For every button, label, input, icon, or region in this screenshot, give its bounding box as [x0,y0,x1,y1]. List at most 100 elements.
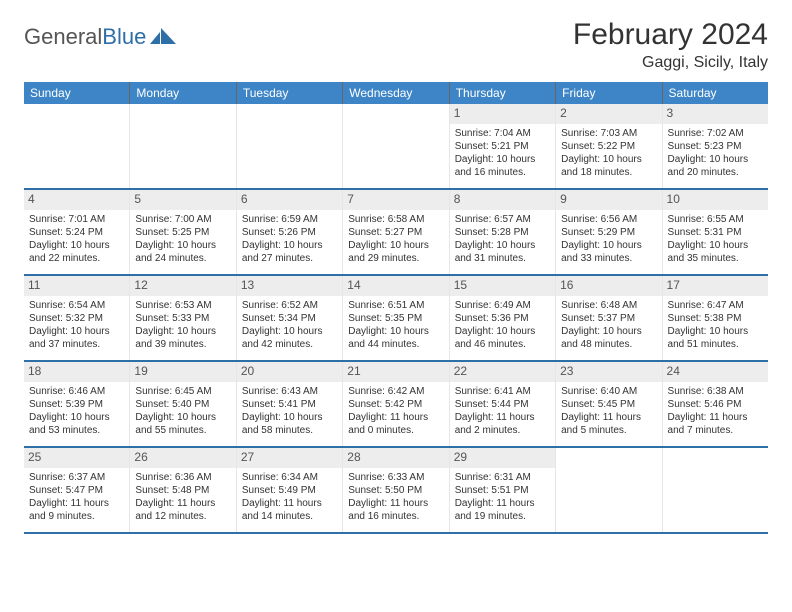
day-number: 9 [556,190,661,210]
day-number: 13 [237,276,342,296]
sunrise-line: Sunrise: 6:40 AM [561,385,656,398]
day-number: 17 [663,276,768,296]
day-number: 23 [556,362,661,382]
calendar-cell: 7Sunrise: 6:58 AMSunset: 5:27 PMDaylight… [343,190,449,274]
sunset-line: Sunset: 5:23 PM [668,140,763,153]
sunrise-line: Sunrise: 6:45 AM [135,385,230,398]
day-number: 7 [343,190,448,210]
sunset-line: Sunset: 5:41 PM [242,398,337,411]
day-number: 4 [24,190,129,210]
daylight-line: Daylight: 10 hours and 33 minutes. [561,239,656,265]
day-number: 18 [24,362,129,382]
daylight-line: Daylight: 10 hours and 29 minutes. [348,239,443,265]
sunrise-line: Sunrise: 6:43 AM [242,385,337,398]
daylight-line: Daylight: 11 hours and 12 minutes. [135,497,230,523]
calendar-cell-empty [663,448,768,532]
daylight-line: Daylight: 10 hours and 53 minutes. [29,411,124,437]
calendar-cell: 8Sunrise: 6:57 AMSunset: 5:28 PMDaylight… [450,190,556,274]
sunset-line: Sunset: 5:49 PM [242,484,337,497]
flag-icon [150,24,176,50]
sunrise-line: Sunrise: 6:53 AM [135,299,230,312]
calendar-week-row: 4Sunrise: 7:01 AMSunset: 5:24 PMDaylight… [24,190,768,276]
sunrise-line: Sunrise: 6:57 AM [455,213,550,226]
day-number: 6 [237,190,342,210]
daylight-line: Daylight: 10 hours and 48 minutes. [561,325,656,351]
sunset-line: Sunset: 5:31 PM [668,226,763,239]
sunrise-line: Sunrise: 7:02 AM [668,127,763,140]
brand-logo: GeneralBlue [24,18,176,50]
calendar-cell: 29Sunrise: 6:31 AMSunset: 5:51 PMDayligh… [450,448,556,532]
daylight-line: Daylight: 10 hours and 35 minutes. [668,239,763,265]
sunrise-line: Sunrise: 6:46 AM [29,385,124,398]
day-number: 8 [450,190,555,210]
page-header: GeneralBlue February 2024 Gaggi, Sicily,… [24,18,768,72]
day-number: 1 [450,104,555,124]
daylight-line: Daylight: 11 hours and 19 minutes. [455,497,550,523]
daylight-line: Daylight: 10 hours and 22 minutes. [29,239,124,265]
calendar-cell: 26Sunrise: 6:36 AMSunset: 5:48 PMDayligh… [130,448,236,532]
sunset-line: Sunset: 5:32 PM [29,312,124,325]
daylight-line: Daylight: 10 hours and 46 minutes. [455,325,550,351]
day-number: 15 [450,276,555,296]
calendar-cell: 27Sunrise: 6:34 AMSunset: 5:49 PMDayligh… [237,448,343,532]
calendar-grid: SundayMondayTuesdayWednesdayThursdayFrid… [24,82,768,534]
calendar-cell: 24Sunrise: 6:38 AMSunset: 5:46 PMDayligh… [663,362,768,446]
calendar-cell: 12Sunrise: 6:53 AMSunset: 5:33 PMDayligh… [130,276,236,360]
daylight-line: Daylight: 11 hours and 7 minutes. [668,411,763,437]
sunrise-line: Sunrise: 6:33 AM [348,471,443,484]
day-number: 20 [237,362,342,382]
sunrise-line: Sunrise: 7:04 AM [455,127,550,140]
calendar-cell: 2Sunrise: 7:03 AMSunset: 5:22 PMDaylight… [556,104,662,188]
weekday-header: Saturday [663,82,768,104]
calendar-week-row: 1Sunrise: 7:04 AMSunset: 5:21 PMDaylight… [24,104,768,190]
weekday-header: Tuesday [237,82,343,104]
daylight-line: Daylight: 11 hours and 16 minutes. [348,497,443,523]
sunset-line: Sunset: 5:42 PM [348,398,443,411]
day-number: 29 [450,448,555,468]
calendar-weeks: 1 Sunrise: 7:04 AMSunset: 5:21 PM Daylight… [24,104,768,534]
sunrise-line: Sunrise: 6:51 AM [348,299,443,312]
sunrise-line: Sunrise: 6:52 AM [242,299,337,312]
day-number: 28 [343,448,448,468]
sunset-line: Sunset: 5:27 PM [348,226,443,239]
daylight-line: Daylight: 10 hours and 42 minutes. [242,325,337,351]
calendar-cell: 4Sunrise: 7:01 AMSunset: 5:24 PMDaylight… [24,190,130,274]
sunrise-line: Sunrise: 7:01 AM [29,213,124,226]
calendar-cell: 21Sunrise: 6:42 AMSunset: 5:42 PMDayligh… [343,362,449,446]
sunset-line: Sunset: 5:47 PM [29,484,124,497]
calendar-cell: 17 Sunrise: 6:47 AMSunset: 5:38 PMDayligh… [663,276,768,360]
calendar-cell: 19Sunrise: 6:45 AMSunset: 5:40 PMDayligh… [130,362,236,446]
sunset-line: Sunset: 5:28 PM [455,226,550,239]
sunrise-line: Sunrise: 6:37 AM [29,471,124,484]
daylight-line: Daylight: 10 hours and 51 minutes. [668,325,763,351]
sunset-line: Sunset: 5:38 PM [668,312,763,325]
calendar-cell-empty [343,104,449,188]
sunset-line: Sunset: 5:39 PM [29,398,124,411]
sunset-line: Sunset: 5:36 PM [455,312,550,325]
day-number: 14 [343,276,448,296]
daylight-line: Daylight: 10 hours and 58 minutes. [242,411,337,437]
daylight-line: Daylight: 10 hours and 39 minutes. [135,325,230,351]
calendar-cell: 15Sunrise: 6:49 AMSunset: 5:36 PMDayligh… [450,276,556,360]
calendar-cell-empty [24,104,130,188]
sunrise-line: Sunrise: 7:00 AM [135,213,230,226]
sunrise-line: Sunrise: 6:47 AM [668,299,763,312]
sunset-line: Sunset: 5:35 PM [348,312,443,325]
sunrise-line: Sunrise: 6:31 AM [455,471,550,484]
weekday-header: Wednesday [343,82,449,104]
sunset-line: Sunset: 5:45 PM [561,398,656,411]
calendar-cell: 28Sunrise: 6:33 AMSunset: 5:50 PMDayligh… [343,448,449,532]
sunset-line: Sunset: 5:21 PM [455,140,550,153]
day-number: 16 [556,276,661,296]
day-number: 25 [24,448,129,468]
calendar-cell: 11Sunrise: 6:54 AMSunset: 5:32 PMDayligh… [24,276,130,360]
day-number: 19 [130,362,235,382]
daylight-line: Daylight: 11 hours and 5 minutes. [561,411,656,437]
daylight-line: Daylight: 11 hours and 9 minutes. [29,497,124,523]
daylight-line: Daylight: 10 hours and 44 minutes. [348,325,443,351]
calendar-cell: 18 Sunrise: 6:46 AMSunset: 5:39 PMDayligh… [24,362,130,446]
sunrise-line: Sunrise: 6:34 AM [242,471,337,484]
sunrise-line: Sunrise: 6:36 AM [135,471,230,484]
daylight-line: Daylight: 10 hours and 37 minutes. [29,325,124,351]
day-number: 10 [663,190,768,210]
